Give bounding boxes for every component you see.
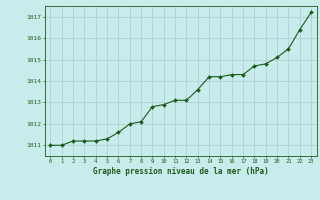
X-axis label: Graphe pression niveau de la mer (hPa): Graphe pression niveau de la mer (hPa) [93,167,269,176]
